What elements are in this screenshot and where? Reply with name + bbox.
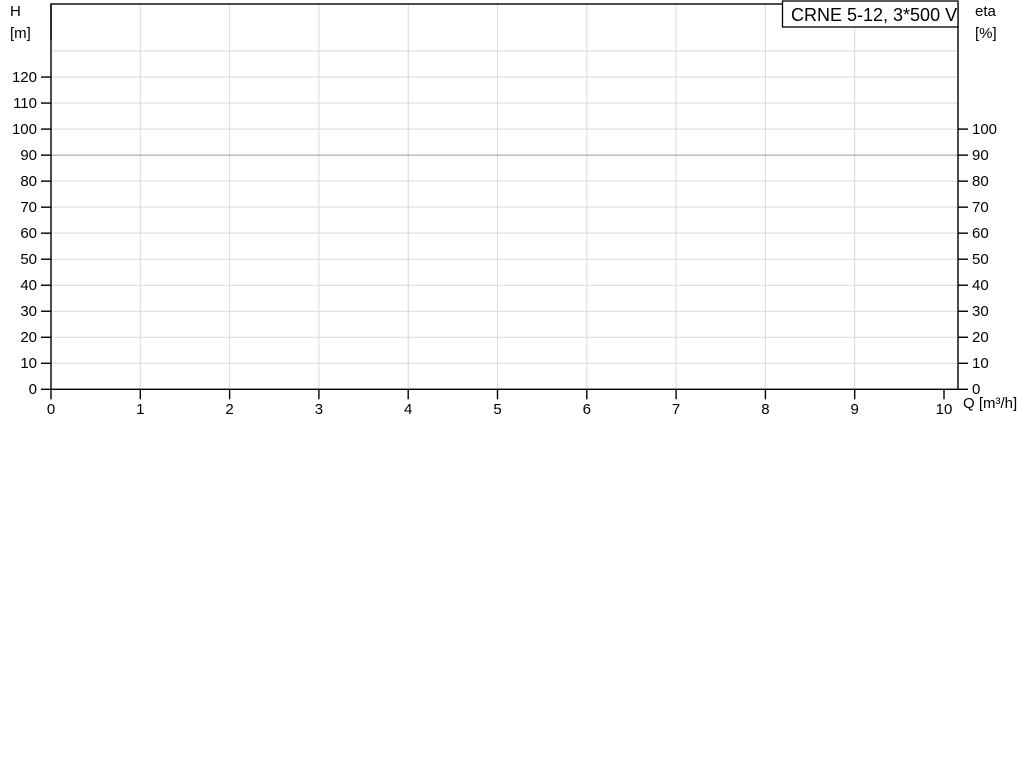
svg-text:70: 70 <box>972 199 989 216</box>
svg-text:0: 0 <box>47 401 55 418</box>
svg-text:20: 20 <box>972 329 989 346</box>
svg-text:4: 4 <box>404 401 412 418</box>
svg-text:8: 8 <box>761 401 769 418</box>
svg-text:20: 20 <box>20 329 37 346</box>
svg-text:eta: eta <box>975 3 997 20</box>
svg-text:50: 50 <box>972 251 989 268</box>
svg-text:90: 90 <box>972 147 989 164</box>
svg-text:0: 0 <box>29 381 37 398</box>
svg-text:70: 70 <box>20 199 37 216</box>
svg-text:H: H <box>10 3 21 20</box>
svg-text:60: 60 <box>972 225 989 242</box>
svg-text:120: 120 <box>12 69 37 86</box>
svg-text:1: 1 <box>136 401 144 418</box>
svg-text:110: 110 <box>13 95 37 112</box>
svg-text:0: 0 <box>972 381 980 398</box>
svg-text:CRNE 5-12, 3*500 V: CRNE 5-12, 3*500 V <box>791 5 957 25</box>
svg-text:7: 7 <box>672 401 680 418</box>
svg-text:80: 80 <box>20 173 37 190</box>
svg-text:60: 60 <box>20 225 37 242</box>
svg-text:100: 100 <box>972 121 997 138</box>
svg-text:90: 90 <box>20 147 37 164</box>
svg-text:100: 100 <box>12 121 37 138</box>
svg-text:9: 9 <box>851 401 859 418</box>
svg-text:40: 40 <box>972 277 989 294</box>
svg-text:10: 10 <box>972 355 989 372</box>
svg-text:10: 10 <box>936 401 953 418</box>
svg-text:3: 3 <box>315 401 323 418</box>
svg-text:6: 6 <box>583 401 591 418</box>
svg-text:[m]: [m] <box>10 25 31 42</box>
svg-text:5: 5 <box>493 401 501 418</box>
svg-text:10: 10 <box>20 355 37 372</box>
svg-text:80: 80 <box>972 173 989 190</box>
svg-text:30: 30 <box>972 303 989 320</box>
svg-text:40: 40 <box>20 277 37 294</box>
svg-text:30: 30 <box>20 303 37 320</box>
svg-text:2: 2 <box>225 401 233 418</box>
svg-text:50: 50 <box>20 251 37 268</box>
svg-text:[%]: [%] <box>975 25 997 42</box>
